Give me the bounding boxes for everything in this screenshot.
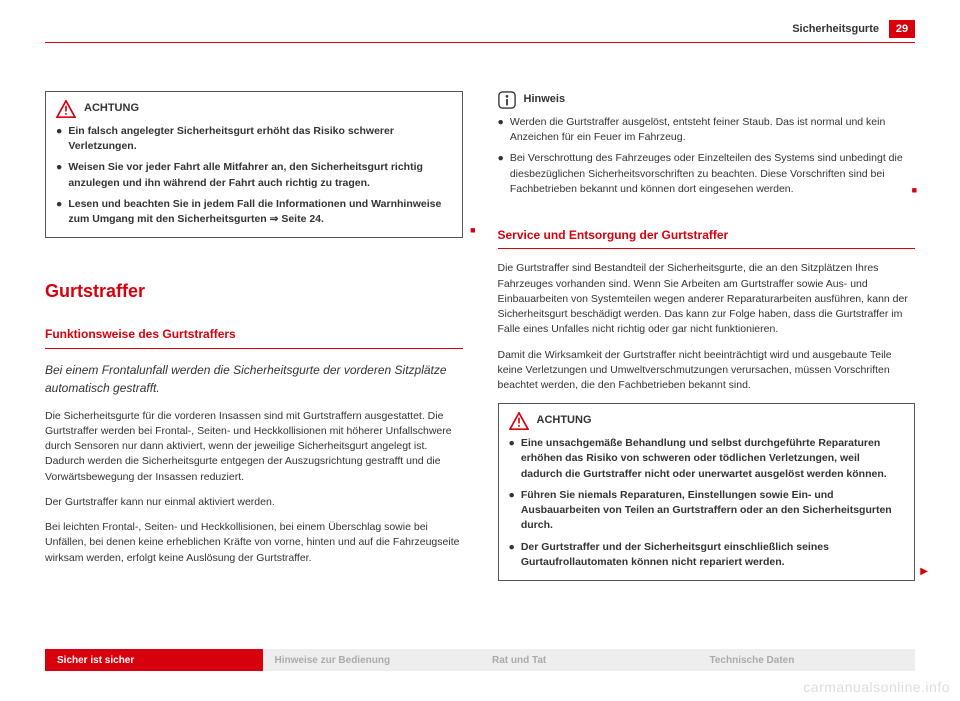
achtung2-bullet-2: Führen Sie niemals Reparaturen, Einstell… bbox=[521, 488, 904, 534]
h2-rule-left bbox=[45, 348, 463, 349]
achtung2-bullet-3: Der Gurtstraffer und der Sicherheitsgurt… bbox=[521, 540, 904, 570]
footer-tab-3[interactable]: Rat und Tat bbox=[480, 649, 698, 671]
hinweis-title: Hinweis bbox=[524, 92, 566, 108]
achtung2-bullet-1: Eine unsachgemäße Behandlung und selbst … bbox=[521, 436, 904, 482]
section-h1: Gurtstraffer bbox=[45, 278, 463, 304]
section-h2-left: Funktionsweise des Gurtstraffers bbox=[45, 326, 463, 343]
achtung-box-2: ACHTUNG ●Eine unsachgemäße Behandlung un… bbox=[498, 403, 916, 581]
hinweis-bullet-2: Bei Verschrottung des Fahrzeuges oder Ei… bbox=[510, 151, 915, 197]
end-marker-icon: ■ bbox=[912, 184, 917, 197]
header-rule bbox=[45, 42, 915, 43]
hinweis-bullet-1: Werden die Gurtstraffer ausgelöst, entst… bbox=[510, 115, 915, 145]
achtung1-bullet-1: Ein falsch angelegter Sicherheitsgurt er… bbox=[68, 124, 451, 154]
achtung1-bullet-3: Lesen und beachten Sie in jedem Fall die… bbox=[68, 197, 451, 227]
right-column: Hinweis ●Werden die Gurtstraffer ausgelö… bbox=[498, 91, 916, 593]
page-number: 29 bbox=[889, 20, 915, 38]
footer-tab-2[interactable]: Hinweise zur Bedienung bbox=[263, 649, 481, 671]
info-icon bbox=[498, 91, 516, 109]
intro-text: Bei einem Frontalunfall werden die Siche… bbox=[45, 361, 463, 397]
left-p3: Bei leichten Frontal-, Seiten- und Heckk… bbox=[45, 520, 463, 566]
warning-icon bbox=[56, 100, 76, 118]
end-marker-icon: ■ bbox=[470, 224, 475, 237]
achtung1-title: ACHTUNG bbox=[84, 101, 139, 117]
achtung1-bullet-2: Weisen Sie vor jeder Fahrt alle Mitfahre… bbox=[68, 160, 451, 190]
footer-tab-1[interactable]: Sicher ist sicher bbox=[45, 649, 263, 671]
right-p1: Die Gurtstraffer sind Bestandteil der Si… bbox=[498, 261, 916, 337]
h2-rule-right bbox=[498, 248, 916, 249]
left-column: ACHTUNG ●Ein falsch angelegter Sicherhei… bbox=[45, 91, 463, 593]
header-section-title: Sicherheitsgurte bbox=[792, 23, 879, 35]
warning-icon bbox=[509, 412, 529, 430]
left-p2: Der Gurtstraffer kann nur einmal aktivie… bbox=[45, 495, 463, 510]
footer-tab-4[interactable]: Technische Daten bbox=[698, 649, 916, 671]
watermark: carmanualsonline.info bbox=[803, 679, 950, 695]
continue-marker-icon: ▶ bbox=[920, 565, 928, 580]
footer-tabs: Sicher ist sicher Hinweise zur Bedienung… bbox=[45, 649, 915, 671]
achtung-box-1: ACHTUNG ●Ein falsch angelegter Sicherhei… bbox=[45, 91, 463, 238]
section-h2-right: Service und Entsorgung der Gurtstraffer bbox=[498, 227, 916, 244]
right-p2: Damit die Wirksamkeit der Gurtstraffer n… bbox=[498, 348, 916, 394]
left-p1: Die Sicherheitsgurte für die vorderen In… bbox=[45, 409, 463, 485]
achtung2-title: ACHTUNG bbox=[537, 413, 592, 429]
